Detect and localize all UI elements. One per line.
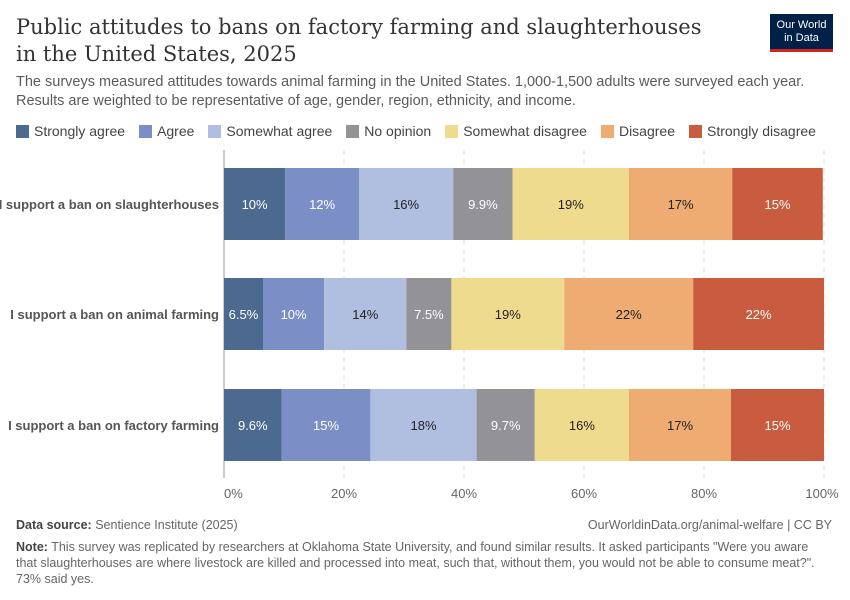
legend-item[interactable]: Disagree <box>600 123 675 139</box>
legend-label: Agree <box>157 123 195 139</box>
legend-item[interactable]: Somewhat disagree <box>445 123 587 139</box>
data-label: 17% <box>668 197 694 212</box>
bar-segment <box>629 168 733 240</box>
bar-segment <box>693 278 824 350</box>
bar-segment <box>564 278 694 350</box>
data-label: 19% <box>558 197 584 212</box>
legend-label: Somewhat disagree <box>463 123 587 139</box>
legend-swatch <box>139 124 153 138</box>
source-text: Sentience Institute (2025) <box>95 518 238 532</box>
bar-segment <box>359 168 454 240</box>
data-source: Data source: Sentience Institute (2025) <box>16 517 238 533</box>
bar-segment <box>732 168 823 240</box>
data-label: 9.7% <box>491 418 521 433</box>
data-label: 14% <box>352 307 378 322</box>
owid-logo[interactable]: Our World in Data <box>770 14 833 52</box>
data-label: 6.5% <box>229 307 259 322</box>
legend-label: Disagree <box>618 123 675 139</box>
category-label: I support a ban on animal farming <box>10 307 219 322</box>
chart-title: Public attitudes to bans on factory farm… <box>16 15 702 66</box>
x-tick-label: 100% <box>805 486 839 501</box>
bar-segment <box>224 278 263 350</box>
legend-item[interactable]: Strongly agree <box>16 123 125 139</box>
legend-swatch <box>445 124 459 138</box>
data-label: 10% <box>242 197 268 212</box>
bar-chart: 0% 20% 40% 60% 80% 100% I support a ban on sla… <box>0 150 839 501</box>
category-label: I support a ban on slaughterhouses <box>0 197 219 212</box>
x-tick-label: 0% <box>224 486 243 501</box>
legend-label: Strongly disagree <box>706 123 816 139</box>
chart-subtitle: The surveys measured attitudes towards a… <box>16 74 805 109</box>
data-label: 16% <box>393 197 419 212</box>
data-label: 12% <box>309 197 335 212</box>
x-tick-label: 20% <box>331 486 357 501</box>
bar-segment <box>406 278 452 350</box>
bar-segment <box>285 168 359 240</box>
data-label: 18% <box>410 418 436 433</box>
data-label: 22% <box>746 307 772 322</box>
legend-item[interactable]: Somewhat agree <box>208 123 332 139</box>
legend-swatch <box>208 124 222 138</box>
bar-segment <box>224 389 282 461</box>
source-label: Data source: <box>16 518 92 532</box>
legend-label: Strongly agree <box>34 123 126 139</box>
note: Note: This survey was replicated by rese… <box>16 539 831 587</box>
data-label: 17% <box>667 418 693 433</box>
category-label: I support a ban on factory farming <box>8 418 219 433</box>
data-label: 9.6% <box>238 418 268 433</box>
data-label: 10% <box>281 307 307 322</box>
bar-segment <box>534 389 629 461</box>
bar-segment <box>451 278 565 350</box>
legend-swatch <box>688 124 702 138</box>
note-text: This survey was replicated by researcher… <box>16 540 815 586</box>
bar-segment <box>512 168 629 240</box>
data-label: 7.5% <box>414 307 444 322</box>
legend-label: No opinion <box>364 123 432 139</box>
data-label: 22% <box>616 307 642 322</box>
legend-swatch <box>346 124 360 138</box>
data-label: 16% <box>569 418 595 433</box>
bar-segment <box>263 278 325 350</box>
bar-segment <box>629 389 731 461</box>
legend-swatch <box>600 124 614 138</box>
bar-segment <box>370 389 477 461</box>
legend-item[interactable]: Agree <box>139 123 194 139</box>
data-label: 9.9% <box>468 197 498 212</box>
legend-item[interactable]: No opinion <box>346 123 431 139</box>
x-tick-label: 40% <box>451 486 477 501</box>
bar-segment <box>224 168 286 240</box>
data-label: 15% <box>764 418 790 433</box>
data-label: 19% <box>495 307 521 322</box>
note-label: Note: <box>16 540 48 554</box>
source-url[interactable]: OurWorldinData.org/animal-welfare | CC B… <box>587 518 832 532</box>
x-tick-label: 80% <box>691 486 717 501</box>
legend-swatch <box>16 124 29 138</box>
bar-segment <box>453 168 513 240</box>
legend: Strongly agree Agree Somewhat agree No opin… <box>16 123 816 139</box>
legend-label: Somewhat agree <box>226 123 333 139</box>
bar-segment <box>281 389 371 461</box>
data-label: 15% <box>313 418 339 433</box>
legend-item[interactable]: Strongly disagree <box>688 123 816 139</box>
bar-segment <box>324 278 407 350</box>
bar-segment <box>731 389 824 461</box>
data-label: 15% <box>764 197 790 212</box>
bar-segment <box>476 389 535 461</box>
x-tick-label: 60% <box>571 486 597 501</box>
